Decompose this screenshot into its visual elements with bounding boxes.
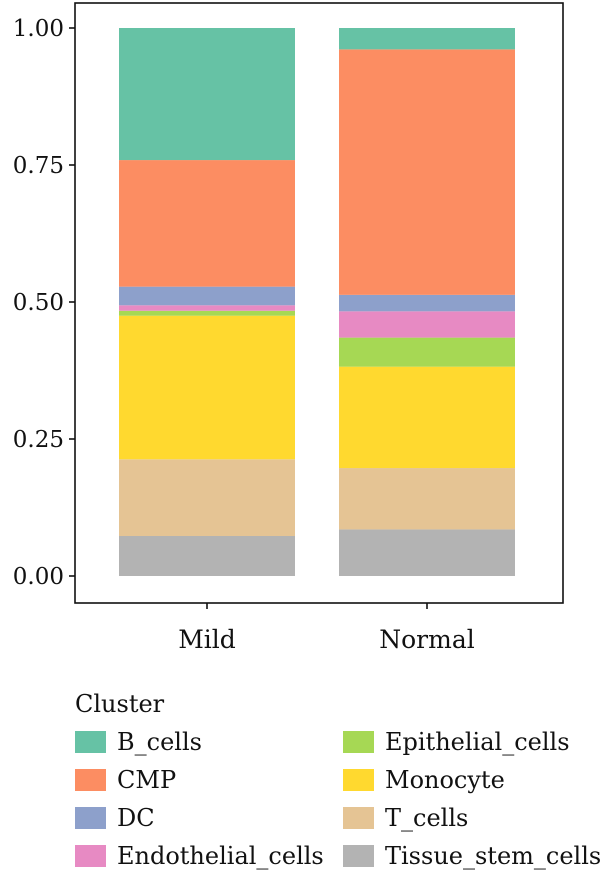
bar-segment-mild-tissue-stem-cells [119,535,295,576]
bar-segment-mild-monocyte [119,315,295,460]
y-tick-label: 0.50 [13,290,64,316]
bar-segment-mild-endothelial-cells [119,305,295,311]
y-tick-label: 0.25 [13,427,64,453]
legend-label: T_cells [385,804,468,832]
bar-segment-normal-endothelial-cells [339,311,515,338]
x-axis: Mild Normal [178,603,475,654]
bar-segment-mild-epithelial-cells [119,310,295,316]
legend-swatch [343,731,374,753]
legend-label: DC [117,804,155,832]
y-axis: 0.00 0.25 0.50 0.75 1.00 [13,16,75,590]
bar-segment-normal-t-cells [339,468,515,530]
bar-segment-mild-b-cells [119,28,295,161]
y-tick-label: 0.00 [13,564,64,590]
bars-layer [119,28,515,576]
bar-segment-mild-cmp [119,160,295,287]
bar-segment-normal-cmp [339,49,515,295]
legend-swatch [343,807,374,829]
legend: Cluster B_cells CMP DC Endothelial_cells Epi… [75,690,600,870]
legend-label: Tissue_stem_cells [385,842,600,870]
legend-label: B_cells [117,728,202,756]
x-category-label: Mild [178,625,236,654]
legend-label: Endothelial_cells [117,842,324,870]
bar-segment-normal-dc [339,294,515,312]
y-tick-label: 0.75 [13,153,64,179]
legend-swatch [75,731,106,753]
bar-segment-mild-t-cells [119,459,295,536]
legend-swatch [75,845,106,867]
legend-swatch [343,845,374,867]
legend-swatch [343,769,374,791]
x-category-label: Normal [379,625,474,654]
legend-label: CMP [117,766,176,794]
legend-swatch [75,769,106,791]
legend-label: Monocyte [385,766,505,794]
bar-segment-mild-dc [119,286,295,306]
bar-segment-normal-tissue-stem-cells [339,529,515,576]
legend-label: Epithelial_cells [385,728,570,756]
bar-segment-normal-epithelial-cells [339,337,515,367]
bar-segment-normal-b-cells [339,28,515,50]
y-tick-label: 1.00 [13,16,64,42]
bar-segment-normal-monocyte [339,366,515,469]
legend-swatch [75,807,106,829]
plot-frame [74,2,564,604]
legend-title: Cluster [75,690,165,718]
